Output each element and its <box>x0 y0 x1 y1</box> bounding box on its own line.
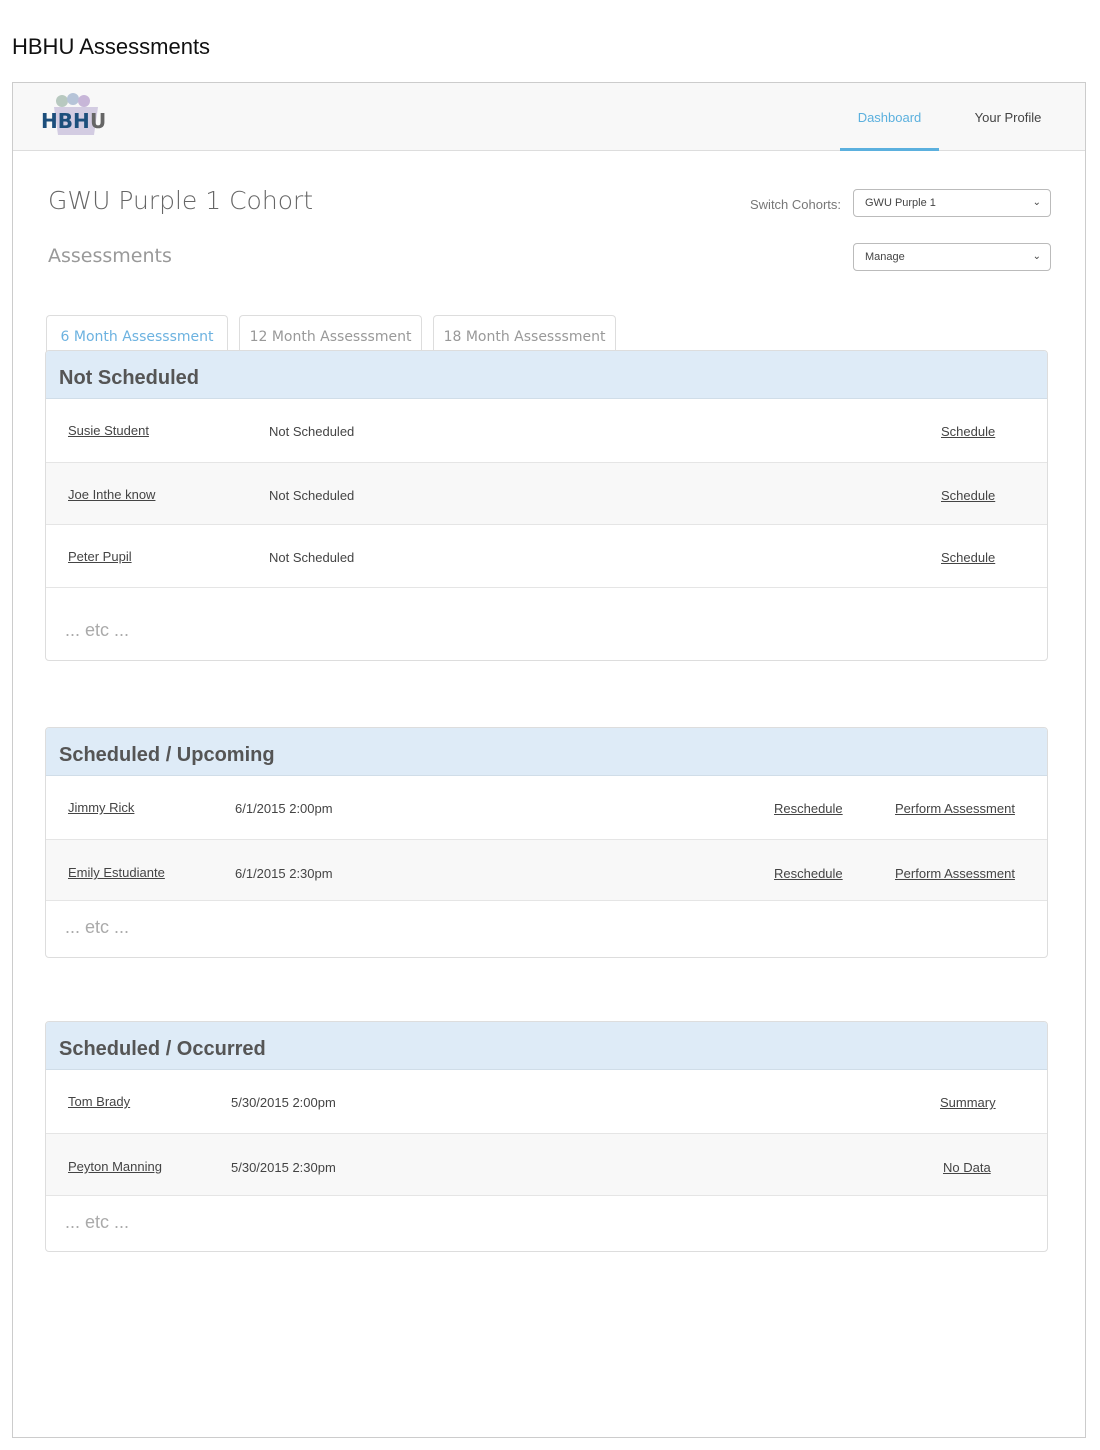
navbar: HBH U Dashboard Your Profile <box>13 83 1085 151</box>
panel-upcoming: Scheduled / Upcoming Jimmy Rick 6/1/2015… <box>45 727 1048 958</box>
tab-6-month[interactable]: 6 Month Assesssment <box>46 315 228 352</box>
manage-select[interactable]: Manage ⌄ <box>853 243 1051 271</box>
manage-select-value: Manage <box>865 251 905 263</box>
status-text: Not Scheduled <box>269 550 355 565</box>
perform-assessment-link[interactable]: Perform Assessment <box>895 866 1015 881</box>
datetime-text: 5/30/2015 2:30pm <box>231 1160 336 1175</box>
section-title: Assessments <box>48 245 172 267</box>
student-name-link[interactable]: Susie Student <box>68 423 149 438</box>
student-name-link[interactable]: Joe Inthe know <box>68 487 156 502</box>
schedule-link[interactable]: Schedule <box>941 550 996 565</box>
svg-text:U: U <box>90 109 106 133</box>
nav-dashboard[interactable]: Dashboard <box>840 83 939 151</box>
reschedule-link[interactable]: Reschedule <box>774 801 843 816</box>
status-text: Not Scheduled <box>269 488 355 503</box>
document-title: HBHU Assessments <box>12 34 211 59</box>
perform-assessment-link[interactable]: Perform Assessment <box>895 801 1015 816</box>
panel-occurred: Scheduled / Occurred Tom Brady 5/30/2015… <box>45 1021 1048 1252</box>
table-row: Peter Pupil Not Scheduled Schedule <box>46 525 1047 588</box>
no-data-link[interactable]: No Data <box>943 1160 991 1175</box>
etc-text: ... etc ... <box>65 620 130 640</box>
chevron-down-icon: ⌄ <box>1032 197 1041 208</box>
datetime-text: 5/30/2015 2:00pm <box>231 1095 336 1110</box>
schedule-link[interactable]: Schedule <box>941 488 996 503</box>
student-name-link[interactable]: Peyton Manning <box>68 1159 162 1174</box>
datetime-text: 6/1/2015 2:30pm <box>235 866 333 881</box>
panel-not-scheduled: Not Scheduled Susie Student Not Schedule… <box>45 350 1048 661</box>
panel-title: Scheduled / Occurred <box>46 1022 1047 1070</box>
etc-text: ... etc ... <box>65 917 130 937</box>
nav-your-profile[interactable]: Your Profile <box>974 110 1042 125</box>
table-row: Joe Inthe know Not Scheduled Schedule <box>46 463 1047 525</box>
datetime-text: 6/1/2015 2:00pm <box>235 801 333 816</box>
page-title: GWU Purple 1 Cohort <box>48 186 314 215</box>
cohort-select-value: GWU Purple 1 <box>865 197 936 209</box>
reschedule-link[interactable]: Reschedule <box>774 866 843 881</box>
status-text: Not Scheduled <box>269 424 355 439</box>
student-name-link[interactable]: Jimmy Rick <box>68 800 135 815</box>
table-row: Emily Estudiante 6/1/2015 2:30pm Resched… <box>46 840 1047 901</box>
schedule-link[interactable]: Schedule <box>941 424 996 439</box>
cohort-select[interactable]: GWU Purple 1 ⌄ <box>853 189 1051 217</box>
switch-cohorts-label: Switch Cohorts: <box>750 197 842 212</box>
panel-title: Scheduled / Upcoming <box>46 728 1047 776</box>
app-frame: HBH U Dashboard Your Profile GWU Purple … <box>12 82 1086 1438</box>
table-row: Jimmy Rick 6/1/2015 2:00pm Reschedule Pe… <box>46 776 1047 840</box>
tab-18-month[interactable]: 18 Month Assesssment <box>433 315 616 352</box>
summary-link[interactable]: Summary <box>940 1095 996 1110</box>
tab-12-month[interactable]: 12 Month Assesssment <box>239 315 422 352</box>
table-row: Peyton Manning 5/30/2015 2:30pm No Data <box>46 1134 1047 1196</box>
svg-text:HBH: HBH <box>41 109 90 133</box>
student-name-link[interactable]: Tom Brady <box>68 1094 131 1109</box>
hbhu-logo[interactable]: HBH U <box>40 93 106 137</box>
student-name-link[interactable]: Peter Pupil <box>68 549 132 564</box>
table-row: Susie Student Not Scheduled Schedule <box>46 399 1047 463</box>
table-row: Tom Brady 5/30/2015 2:00pm Summary <box>46 1070 1047 1134</box>
etc-text: ... etc ... <box>65 1212 130 1232</box>
chevron-down-icon: ⌄ <box>1032 251 1041 262</box>
student-name-link[interactable]: Emily Estudiante <box>68 865 165 880</box>
panel-title: Not Scheduled <box>46 351 1047 399</box>
